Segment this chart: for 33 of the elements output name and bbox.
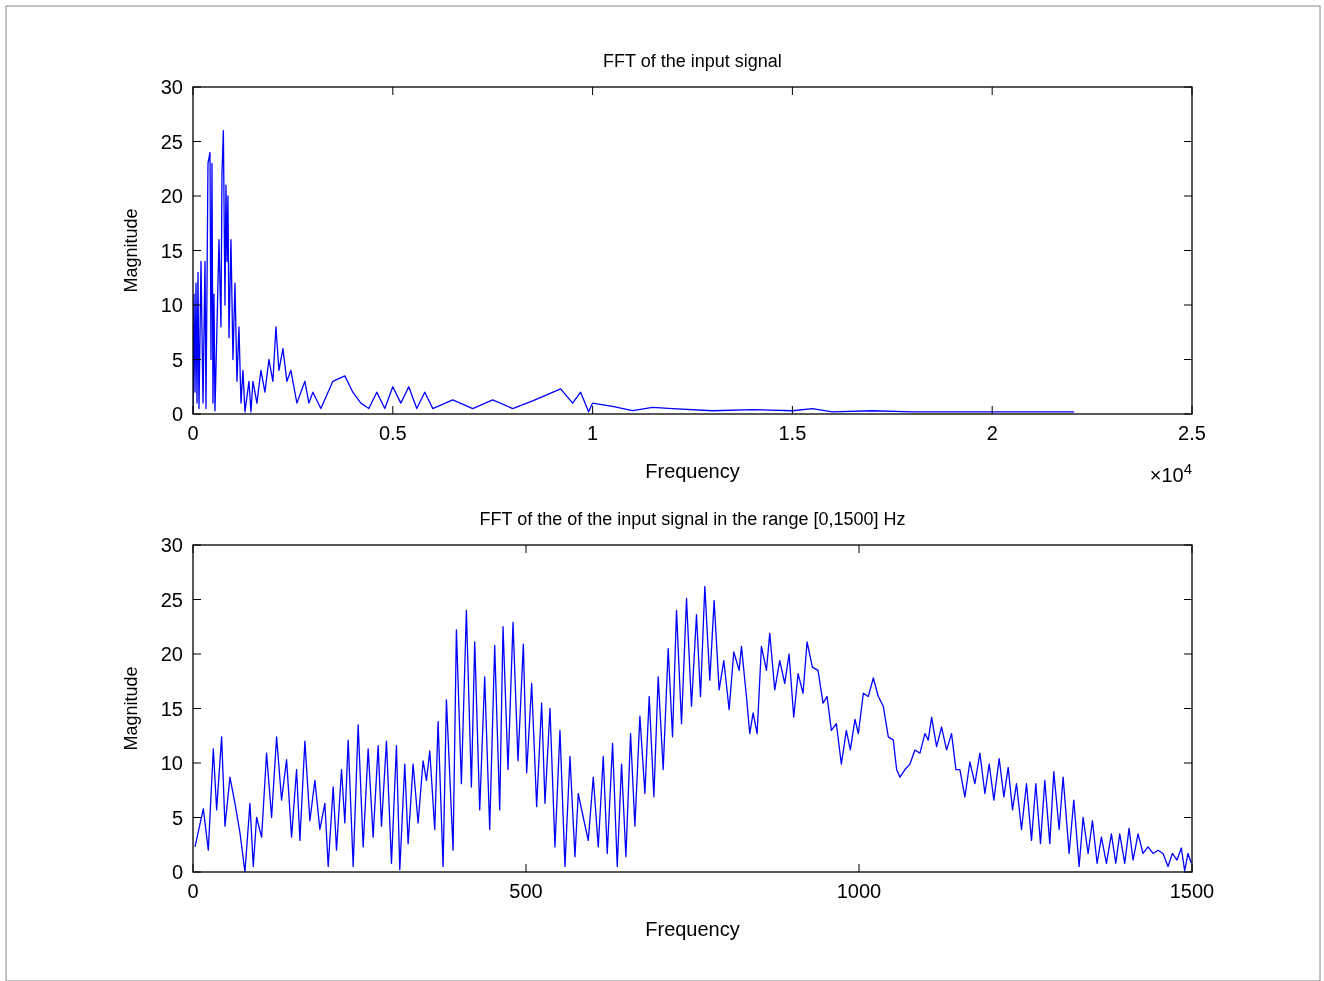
x-tick-label: 2 [986,422,998,444]
y-tick-label: 15 [160,239,183,262]
y-tick-label: 0 [171,403,183,425]
x-tick-label: 0 [187,880,199,902]
x-tick-label: 0.5 [378,422,407,444]
y-tick-label: 0 [171,861,183,883]
y-tick-label: 20 [160,185,183,207]
y-axis-title: Magnitude [121,208,141,293]
y-tick-label: 5 [171,806,183,829]
x-tick-label: 1000 [836,880,882,902]
y-tick-label: 20 [160,643,183,665]
x-axis-title: Frequency [645,918,740,940]
y-tick-label: 5 [171,348,183,371]
y-tick-label: 10 [160,752,183,774]
chart-title: FFT of the of the input signal in the range [0,1500] Hz [479,509,906,529]
x-tick-label: 1.5 [778,422,807,444]
x-tick-label: 500 [509,880,543,902]
x-tick-label: 1500 [1169,880,1215,902]
y-tick-label: 15 [160,697,183,720]
y-tick-label: 25 [160,130,183,153]
line-series [194,585,1192,872]
y-tick-label: 30 [160,76,183,98]
x-tick-label: 2.5 [1178,422,1206,444]
chart-title: FFT of the input signal [603,51,782,71]
x-tick-label: 0 [187,422,199,444]
x-axis-title: Frequency [645,460,740,482]
y-tick-label: 30 [160,534,183,556]
y-tick-label: 10 [160,294,183,316]
y-axis-title: Magnitude [121,666,141,751]
line-series [193,129,1075,414]
text: ×10$^{4}$ [1149,459,1192,486]
y-tick-label: 25 [160,588,183,611]
x-tick-label: 1 [587,422,599,444]
